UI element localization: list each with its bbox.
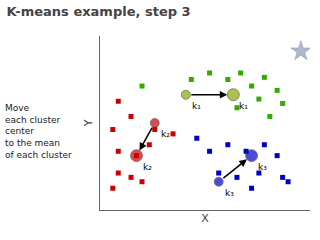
svg-text:k₁: k₁ bbox=[192, 101, 201, 111]
svg-text:Moveeach clustercenterto the m: Moveeach clustercenterto the meanof each… bbox=[5, 103, 72, 160]
svg-text:k₁: k₁ bbox=[239, 101, 248, 111]
svg-text:k₂: k₂ bbox=[161, 129, 170, 139]
svg-text:k₃: k₃ bbox=[225, 188, 234, 198]
svg-text:k₃: k₃ bbox=[258, 162, 267, 172]
svg-text:k₂: k₂ bbox=[143, 162, 152, 172]
svg-text:X: X bbox=[201, 212, 209, 225]
svg-text:Y: Y bbox=[82, 119, 95, 127]
svg-text:K-means example, step 3: K-means example, step 3 bbox=[6, 4, 190, 19]
